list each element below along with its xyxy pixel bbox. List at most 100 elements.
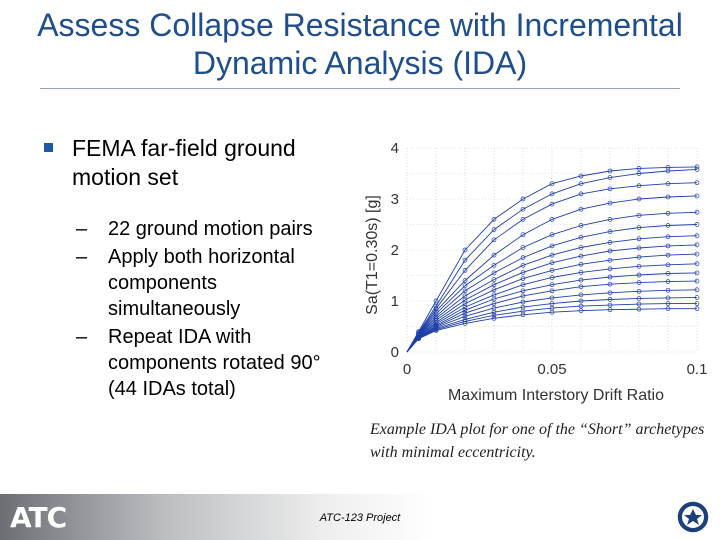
ida-point	[462, 268, 468, 273]
dash-bullet: –	[76, 218, 88, 240]
ida-point	[607, 274, 613, 280]
ida-point	[491, 301, 497, 306]
ida-point	[549, 232, 555, 238]
ida-point	[520, 217, 526, 222]
ida-point	[607, 229, 613, 234]
ida-point	[549, 268, 555, 273]
ida-point	[433, 328, 439, 333]
ida-point	[462, 307, 468, 313]
bullet-main: FEMA far-field ground motion set	[44, 134, 344, 192]
x-tick-label: 0.05	[537, 361, 566, 378]
ida-point	[636, 212, 642, 218]
ida-point	[607, 217, 613, 222]
ida-point	[549, 288, 555, 294]
ida-point	[636, 171, 642, 176]
ida-point	[694, 222, 700, 227]
ida-point	[636, 254, 642, 260]
sub-bullet-3: – Repeat IDA with components rotated 90°…	[44, 324, 344, 402]
ida-point	[549, 217, 555, 222]
ida-point	[694, 251, 700, 257]
ida-point	[694, 167, 700, 172]
ida-curve-12	[406, 280, 698, 353]
ida-point	[520, 206, 526, 212]
ida-point	[636, 225, 642, 230]
ida-point	[520, 282, 526, 288]
ida-point	[607, 281, 613, 287]
ida-point	[636, 306, 642, 312]
ida-point	[636, 183, 642, 189]
ida-point	[665, 306, 671, 311]
ida-point	[491, 252, 497, 258]
ida-point	[607, 290, 613, 296]
ida-point	[578, 284, 584, 290]
ida-curve-14	[406, 296, 698, 353]
ida-point	[462, 278, 468, 283]
atc-logo: ATC	[10, 501, 67, 534]
ida-point	[636, 245, 642, 251]
ida-point	[578, 206, 584, 212]
ida-point	[462, 310, 468, 316]
dash-bullet: –	[76, 326, 88, 348]
chart-y-label: Sa(T1=0.30s) [g]	[364, 195, 381, 315]
ida-point	[549, 252, 555, 258]
ida-point	[578, 223, 584, 228]
chart-grid	[406, 147, 698, 353]
ida-point	[462, 321, 468, 326]
ida-point	[665, 279, 671, 284]
chart-curves	[406, 164, 700, 353]
ida-point	[607, 200, 613, 206]
ida-point	[520, 312, 526, 318]
ida-point	[578, 234, 584, 240]
ida-point	[636, 280, 642, 285]
ida-point	[636, 166, 642, 171]
sub-bullet-text: 22 ground motion pairs	[108, 218, 313, 240]
sub-bullet-2: – Apply both horizontal components simul…	[44, 244, 344, 322]
ida-point	[520, 262, 526, 268]
ida-point	[694, 233, 700, 239]
ida-point	[694, 261, 700, 267]
ida-curve-3	[406, 182, 698, 353]
ida-point	[491, 296, 497, 302]
ida-point	[491, 282, 497, 288]
sub-bullet-text: Repeat IDA with components rotated 90° (…	[108, 326, 321, 400]
ida-point	[578, 308, 584, 314]
ida-point	[607, 257, 613, 263]
ida-point	[665, 223, 671, 228]
title-divider	[40, 88, 680, 89]
ida-point	[462, 257, 468, 263]
ida-point	[578, 277, 584, 283]
ida-curve-11	[406, 272, 698, 353]
ida-point	[665, 194, 671, 200]
ida-point	[636, 263, 642, 269]
ida-point	[520, 232, 526, 238]
ida-point	[462, 283, 468, 289]
ida-point	[607, 186, 613, 192]
ida-point	[549, 275, 555, 280]
sub-bullet-1: – 22 ground motion pairs	[44, 216, 344, 242]
ida-point	[665, 271, 671, 276]
ida-curve-6	[406, 224, 698, 353]
ida-point	[665, 262, 671, 268]
ida-point	[549, 282, 555, 288]
ida-point	[549, 301, 555, 306]
ida-point	[491, 227, 497, 232]
ida-point	[491, 315, 497, 321]
square-bullet-icon	[44, 143, 53, 152]
ida-point	[549, 243, 555, 249]
ida-point	[491, 217, 497, 222]
ida-point	[578, 303, 584, 309]
ida-point	[578, 191, 584, 197]
x-tick-label: 0.1	[687, 361, 708, 378]
ida-point	[520, 196, 526, 202]
ida-point	[491, 312, 497, 318]
ida-point	[549, 191, 555, 197]
ida-point	[578, 261, 584, 267]
ida-point	[549, 260, 555, 266]
ida-point	[665, 301, 671, 306]
ida-point	[694, 193, 700, 199]
ida-point	[607, 239, 613, 245]
ida-point	[433, 298, 439, 304]
ida-point	[694, 209, 700, 215]
ida-point	[491, 287, 497, 293]
sub-bullet-text: Apply both horizontal components simulta…	[108, 246, 295, 320]
